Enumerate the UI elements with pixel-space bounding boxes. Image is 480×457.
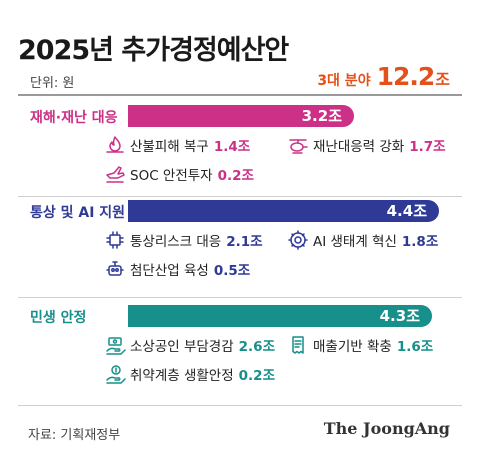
sub-item: 취약계층 생활안정 0.2조	[104, 363, 275, 385]
sub-item-label: SOC 안전투자	[130, 168, 213, 184]
sub-item-label: 재난대응력 강화	[313, 139, 405, 155]
sub-item-value: 1.4조	[213, 139, 251, 155]
trade-chip-icon	[106, 231, 124, 249]
sub-item-value: 1.6조	[396, 339, 434, 355]
sub-item: 산불피해 복구 1.4조	[104, 134, 250, 156]
sub-item: SOC 안전투자 0.2조	[104, 163, 254, 185]
sub-item-label: 매출기반 확충	[313, 339, 392, 355]
bar-track: 4.3조	[128, 305, 446, 327]
sub-item: 재난대응력 강화 1.7조	[287, 134, 446, 156]
total-summary-suffix: 조	[435, 70, 450, 89]
bar: 3.2조	[128, 105, 354, 127]
sub-item-label: 첨단산업 육성	[130, 263, 209, 279]
sub-item: AI 생태계 혁신 1.8조	[287, 229, 438, 251]
sub-item: 첨단산업 육성 0.5조	[104, 258, 250, 280]
sector-label: 민생 안정	[30, 310, 87, 326]
total-summary-value: 12.2	[376, 62, 436, 91]
sector-label: 재해·재난 대응	[30, 110, 118, 126]
page-title: 2025년 추가경정예산안	[18, 35, 289, 66]
section-divider	[18, 297, 462, 298]
total-summary: 3대 분야 12.2조	[317, 62, 450, 91]
bar-track: 4.4조	[128, 200, 446, 222]
sub-item-value: 1.8조	[401, 234, 439, 250]
sector-label: 통상 및 AI 지원	[30, 205, 126, 221]
source-note: 자료: 기획재정부	[28, 428, 121, 443]
sub-item-value: 2.1조	[226, 234, 263, 250]
section-divider	[18, 196, 462, 197]
sub-item-value: 0.2조	[217, 168, 254, 184]
wildfire-icon	[106, 136, 124, 153]
money-hand-icon	[106, 337, 126, 355]
airport-icon	[106, 166, 125, 183]
sub-item-label: AI 생태계 혁신	[313, 234, 397, 250]
bar: 4.3조	[128, 305, 432, 327]
sub-item-label: 소상공인 부담경감	[130, 339, 234, 355]
sub-item-label: 산불피해 복구	[130, 139, 209, 155]
bar-track: 3.2조	[128, 105, 446, 127]
helicopter-icon	[289, 139, 308, 154]
sub-item-value: 0.2조	[238, 368, 275, 384]
total-summary-label: 3대 분야	[317, 73, 371, 89]
sub-item: 매출기반 확충 1.6조	[287, 334, 433, 356]
robot-icon	[106, 261, 124, 276]
sub-item-label: 취약계층 생활안정	[130, 368, 234, 384]
sub-item: 통상리스크 대응 2.1조	[104, 229, 263, 251]
sub-item-value: 2.6조	[238, 339, 275, 355]
bottom-rule	[18, 405, 462, 406]
sub-item-label: 통상리스크 대응	[130, 234, 222, 250]
coin-hand-icon	[106, 365, 126, 384]
bar: 4.4조	[128, 200, 439, 222]
top-rule	[18, 94, 462, 96]
receipt-icon	[292, 336, 304, 354]
sub-item-value: 1.7조	[409, 139, 446, 155]
unit-label: 단위: 원	[30, 76, 75, 91]
publisher-logo: The JoongAng	[323, 419, 450, 438]
sub-item-value: 0.5조	[213, 263, 251, 279]
ai-gear-icon	[288, 230, 308, 250]
sub-item: 소상공인 부담경감 2.6조	[104, 334, 275, 356]
